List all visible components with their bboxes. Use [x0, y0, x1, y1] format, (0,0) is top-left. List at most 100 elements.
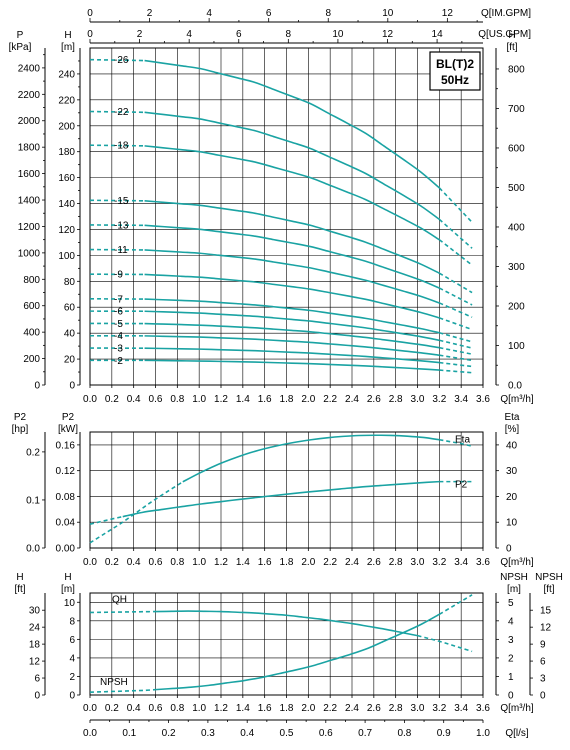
- us-gpm-tick-label: 6: [236, 29, 242, 40]
- h-ft-tick-label: 500: [508, 183, 525, 194]
- q-tick-label: 3.6: [476, 394, 490, 405]
- q-tick-label: 2.4: [345, 703, 359, 714]
- q-tick-label: 3.6: [476, 703, 490, 714]
- h-ft-axis-name: H: [508, 30, 515, 41]
- p2-kw-tick-label: 0.16: [56, 440, 76, 451]
- npsh-m-tick-label: 4: [508, 616, 514, 627]
- p-kpa-tick-label: 0: [34, 381, 40, 392]
- q-tick-label: 0.4: [127, 557, 141, 568]
- q-ls-tick-label: 0.4: [240, 728, 254, 739]
- h-m-tick-label: 180: [58, 147, 75, 158]
- eta-tick-label: 10: [506, 518, 518, 529]
- q-tick-label: 0.0: [83, 557, 97, 568]
- npsh-m-tick-label: 2: [508, 653, 514, 664]
- q-tick-label: 2.0: [301, 703, 315, 714]
- p2-kw-axis-name: P2: [62, 412, 75, 423]
- q-tick-label: 3.4: [454, 394, 468, 405]
- eta-axis-name: Eta: [504, 412, 519, 423]
- eta-curve-dashed-end: [439, 438, 473, 447]
- q-ls-tick-label: 1.0: [476, 728, 490, 739]
- p-kpa-tick-label: 800: [23, 275, 40, 286]
- qh-ft-tick-label: 6: [34, 674, 40, 685]
- hq-curve-stage-4-dashed-end: [439, 354, 473, 362]
- stage-label: -7: [114, 294, 123, 305]
- q-ls-tick-label: 0.8: [397, 728, 411, 739]
- q-tick-label: 0.4: [127, 394, 141, 405]
- us-gpm-tick-label: 8: [286, 29, 292, 40]
- stage-label: -2: [114, 356, 123, 367]
- stage-label: -26: [114, 55, 129, 66]
- q-tick-label: 2.6: [367, 557, 381, 568]
- npsh-curve-solid: [155, 613, 440, 691]
- qh-ft-tick-label: 12: [29, 657, 41, 668]
- hq-curve-stage-15-dashed-start: [89, 199, 145, 202]
- h-m-axis-name: H: [64, 30, 71, 41]
- qh-m-tick-label: 10: [64, 598, 76, 609]
- eta-tick-label: 40: [506, 440, 518, 451]
- q-tick-label: 1.0: [192, 703, 206, 714]
- qh-curve-dashed-start: [89, 610, 156, 614]
- hq-curve-stage-6-dashed-end: [439, 339, 473, 349]
- stage-label: -9: [114, 270, 123, 281]
- q-tick-label: 1.8: [280, 557, 294, 568]
- q-tick-label: 1.4: [236, 703, 250, 714]
- q-tick-label: 0.2: [105, 703, 119, 714]
- hq-curve-stage-26-solid: [144, 59, 440, 189]
- us-gpm-tick-label: 2: [137, 29, 143, 40]
- p2-kw-tick-label: 0.12: [56, 466, 76, 477]
- npsh-m-tick-label: 0: [508, 691, 514, 702]
- npsh-m-tick-label: 3: [508, 635, 514, 646]
- stage-label: -6: [114, 307, 123, 318]
- h-ft-tick-label: 600: [508, 143, 525, 154]
- q-tick-label: 2.6: [367, 394, 381, 405]
- q-ls-tick-label: 0.3: [201, 728, 215, 739]
- hq-curve-stage-15-dashed-end: [438, 272, 473, 294]
- qh-ft-tick-label: 30: [29, 606, 41, 617]
- qh-m-tick-label: 2: [69, 672, 75, 683]
- npsh-ft-tick-label: 6: [540, 657, 546, 668]
- hq-curve-stage-11-solid: [144, 249, 440, 304]
- p-kpa-tick-label: 1200: [18, 222, 41, 233]
- stage-label: -11: [114, 245, 128, 256]
- q-axis-unit: Q[m³/h]: [500, 394, 534, 405]
- q-tick-label: 2.8: [389, 703, 403, 714]
- us-gpm-unit-label: Q[US.GPM]: [478, 29, 531, 40]
- hq-curve-stage-13-dashed-end: [438, 287, 473, 306]
- qh-m-tick-label: 0: [69, 691, 75, 702]
- q-tick-label: 2.0: [301, 394, 315, 405]
- imp-gpm-tick-label: 6: [266, 8, 272, 19]
- q-tick-label: 3.2: [432, 557, 446, 568]
- hq-curve-stage-2-dashed-end: [439, 369, 473, 374]
- qh-ft-tick-label: 0: [34, 691, 40, 702]
- hq-curve-stage-3-dashed-end: [439, 361, 473, 368]
- h-ft-tick-label: 0.0: [508, 381, 522, 392]
- q-tick-label: 1.2: [214, 557, 228, 568]
- p2-kw-axis-unit: [kW]: [58, 424, 78, 435]
- q-tick-label: 0.4: [127, 703, 141, 714]
- p-kpa-tick-label: 600: [23, 301, 40, 312]
- p-kpa-tick-label: 200: [23, 354, 40, 365]
- hq-curve-stage-18-dashed-start: [89, 144, 145, 147]
- hq-curve-stage-3-solid: [144, 347, 440, 364]
- q-tick-label: 2.8: [389, 557, 403, 568]
- q-tick-label: 0.0: [83, 394, 97, 405]
- q-tick-label: 1.4: [236, 557, 250, 568]
- h-m-tick-label: 100: [58, 251, 75, 262]
- q-ls-tick-label: 0.6: [319, 728, 333, 739]
- h-m-tick-label: 20: [64, 355, 76, 366]
- eta-axis-unit: [%]: [505, 424, 520, 435]
- npsh-curve-dashed-start: [89, 688, 156, 694]
- imp-gpm-unit-label: Q[IM.GPM]: [481, 8, 531, 19]
- npsh-m-axis-name: NPSH: [500, 572, 528, 583]
- hq-curve-stage-15-solid: [144, 200, 440, 274]
- qh-ft-axis-name: H: [16, 572, 23, 583]
- q-tick-label: 3.0: [411, 557, 425, 568]
- q-tick-label: 3.2: [432, 703, 446, 714]
- q-ls-axis-unit: Q[l/s]: [505, 728, 529, 739]
- qh-m-axis-name: H: [64, 572, 71, 583]
- q-axis-unit: Q[m³/h]: [500, 557, 534, 568]
- npsh-m-axis-unit: [m]: [507, 584, 521, 595]
- q-tick-label: 0.8: [170, 394, 184, 405]
- q-ls-tick-label: 0.9: [437, 728, 451, 739]
- model-name: BL(T)2: [436, 57, 474, 71]
